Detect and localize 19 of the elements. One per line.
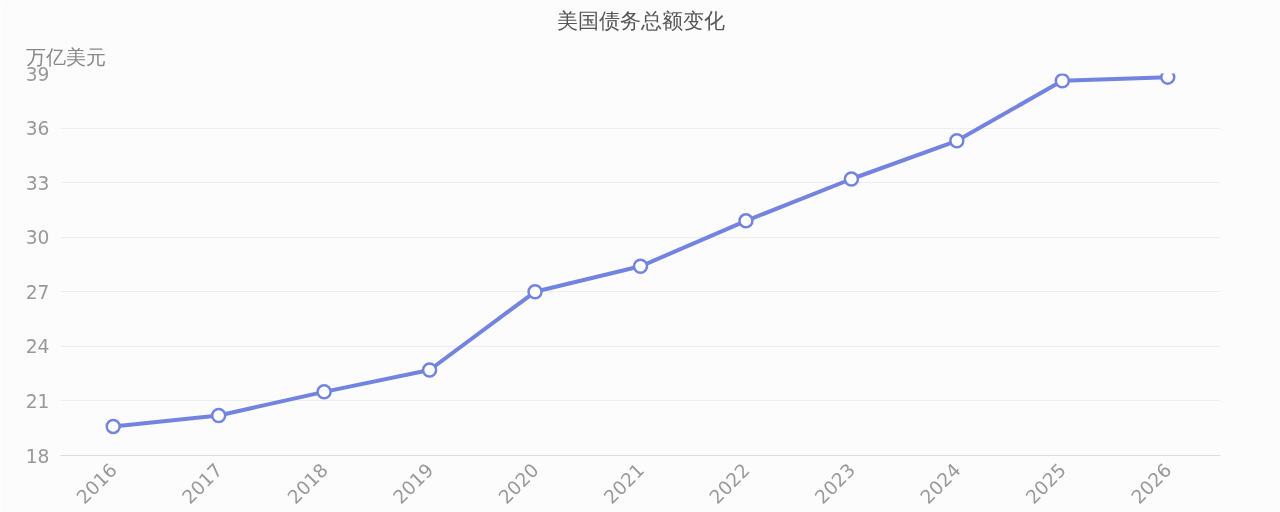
point (843, 171, 860, 187)
y-tick-label: 24 (25, 336, 50, 358)
point (527, 284, 543, 300)
chart-title: 美国债务总额变化 (556, 7, 725, 33)
point (632, 258, 649, 275)
point (105, 418, 121, 435)
point (316, 384, 332, 400)
y-tick-label: 33 (25, 172, 50, 194)
point (1054, 73, 1071, 89)
y-tick-label: 30 (25, 227, 50, 249)
y-tick-label: 21 (25, 390, 50, 412)
y-tick-label: 27 (25, 281, 50, 303)
point (421, 362, 438, 378)
point (949, 133, 965, 149)
y-tick-label: 18 (25, 445, 50, 467)
point (1160, 73, 1176, 85)
y-tick-label: 36 (25, 118, 50, 140)
point (738, 213, 754, 229)
point (210, 407, 227, 424)
